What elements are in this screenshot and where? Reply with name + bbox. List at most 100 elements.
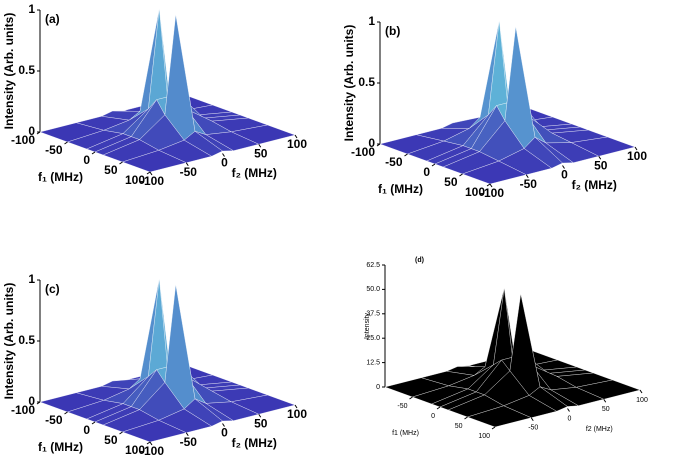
z-tick-label: 12.5 — [366, 359, 380, 366]
y-tick — [185, 162, 189, 167]
y-tick — [525, 174, 529, 179]
y-tick — [603, 398, 607, 403]
y-tick — [489, 183, 493, 188]
y-tick-label: 0 — [221, 156, 228, 170]
y-tick-label: 0 — [221, 426, 228, 440]
x-tick-label: -100 — [11, 403, 35, 417]
y-tick-label: 50 — [254, 146, 268, 160]
x-tick — [64, 411, 68, 415]
y-tick — [294, 134, 298, 139]
z-tick-label: 0.5 — [18, 63, 35, 77]
x-tick — [491, 426, 496, 430]
y-axis-label: f₂ (MHz) — [572, 178, 617, 192]
y-tick-label: 100 — [287, 137, 307, 151]
x-axis-label: f₁ (MHz) — [378, 182, 423, 196]
x-tick-label: 50 — [104, 163, 118, 177]
x-tick — [91, 151, 96, 155]
x-tick — [486, 183, 491, 187]
y-tick-label: -50 — [180, 165, 198, 179]
y-axis-label: f2 (MHz) — [586, 426, 613, 433]
panel-label: (d) — [415, 257, 424, 264]
z-axis-label: Intensity (Arb. units) — [342, 25, 356, 142]
y-tick-label: -50 — [180, 435, 198, 449]
y-tick — [639, 389, 643, 394]
panel-label: (a) — [45, 12, 60, 26]
y-tick-label: 50 — [254, 416, 268, 430]
x-tick-label: 50 — [455, 423, 463, 430]
x-tick — [464, 416, 468, 420]
x-tick-label: -50 — [45, 143, 63, 157]
x-tick — [409, 396, 413, 400]
x-tick-label: -50 — [397, 403, 407, 410]
y-tick — [294, 404, 298, 409]
x-tick — [91, 421, 96, 425]
y-tick — [634, 146, 638, 151]
x-tick — [376, 143, 381, 147]
y-tick — [149, 171, 153, 176]
y-axis-label: f₂ (MHz) — [232, 436, 277, 450]
z-tick-label: 62.5 — [366, 262, 380, 269]
y-tick-label: 50 — [594, 158, 608, 172]
z-tick-label: 0 — [28, 394, 35, 408]
y-tick — [567, 408, 570, 412]
x-tick-label: -100 — [351, 145, 375, 159]
panel: 0 0.5 1 Intensity (Arb. units) (c) -100 -50 0 50… — [2, 272, 307, 458]
y-tick-label: -50 — [520, 177, 538, 191]
x-tick-label: -50 — [45, 413, 63, 427]
panel: 0 0.5 1 Intensity (Arb. units) (b) -100 -50 0 50… — [342, 14, 647, 200]
y-tick-label: 100 — [627, 149, 647, 163]
x-tick — [64, 141, 68, 145]
x-tick-label: 0 — [83, 423, 90, 437]
y-tick — [222, 423, 225, 427]
x-tick-label: 0 — [431, 413, 435, 420]
y-tick — [149, 441, 153, 446]
panel: 0 0.5 1 Intensity (Arb. units) (a) -100 -50 0 50… — [2, 2, 307, 188]
z-tick-label: 37.5 — [366, 311, 380, 318]
x-tick — [36, 131, 41, 135]
x-tick — [119, 431, 123, 435]
z-axis-label: Intensity (Arb. units) — [2, 283, 16, 400]
x-tick — [146, 171, 151, 175]
y-tick-label: 100 — [287, 407, 307, 421]
z-tick-label: 1 — [368, 14, 375, 28]
z-tick-label: 0 — [376, 384, 380, 391]
panel-label: (c) — [45, 282, 60, 296]
y-tick — [598, 155, 602, 160]
panel: 0 12.5 25.0 37.5 50.0 62.5 Intensity (d) -50 0 50 1… — [364, 257, 648, 440]
x-axis-label: f₁ (MHz) — [38, 170, 83, 184]
z-tick-label: 0 — [28, 124, 35, 138]
y-tick-label: 100 — [636, 397, 648, 404]
x-tick — [119, 161, 123, 165]
y-tick-label: -100 — [140, 444, 164, 458]
x-tick — [459, 173, 463, 177]
y-tick-label: -100 — [140, 174, 164, 188]
y-tick — [185, 432, 189, 437]
x-tick-label: 100 — [125, 443, 145, 457]
y-tick-label: -50 — [528, 425, 538, 432]
x-tick-label: 100 — [478, 433, 490, 440]
x-tick-label: 50 — [104, 433, 118, 447]
panel-label: (b) — [385, 24, 400, 38]
z-tick-label: 0 — [368, 136, 375, 150]
y-tick — [530, 417, 534, 422]
y-tick-label: 50 — [602, 406, 610, 413]
x-tick — [146, 441, 151, 445]
x-tick-label: 50 — [444, 175, 458, 189]
z-axis-label: Intensity (Arb. units) — [2, 13, 16, 130]
y-tick — [258, 143, 262, 148]
x-tick — [431, 163, 436, 167]
z-tick-label: 1 — [28, 272, 35, 286]
x-tick-label: -50 — [385, 155, 403, 169]
y-tick-label: 0 — [568, 415, 572, 422]
z-tick-label: 25.0 — [366, 335, 380, 342]
z-tick-label: 0.5 — [18, 333, 35, 347]
x-tick-label: 0 — [83, 153, 90, 167]
y-axis-label: f₂ (MHz) — [232, 166, 277, 180]
y-tick — [222, 153, 225, 157]
x-tick-label: -100 — [11, 133, 35, 147]
y-tick — [258, 413, 262, 418]
x-axis-label: f1 (MHz) — [392, 430, 419, 437]
x-axis-label: f₁ (MHz) — [38, 440, 83, 454]
x-tick — [404, 153, 408, 157]
